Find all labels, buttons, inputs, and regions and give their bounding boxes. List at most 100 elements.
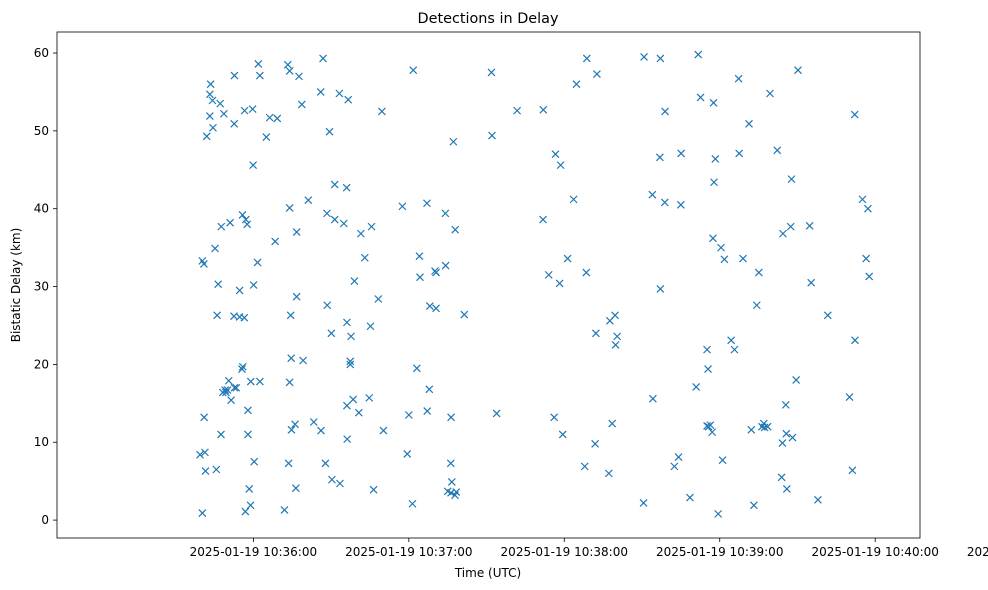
data-point	[205, 112, 214, 120]
data-point	[640, 52, 649, 61]
data-point	[346, 360, 355, 369]
data-point	[779, 229, 787, 238]
data-point	[613, 332, 622, 341]
data-point	[230, 71, 239, 80]
data-point	[255, 377, 264, 386]
data-point	[788, 433, 797, 442]
data-point	[211, 244, 219, 253]
data-point	[487, 68, 496, 77]
data-point	[488, 131, 496, 140]
data-point	[284, 459, 293, 468]
data-point	[198, 509, 207, 518]
data-point	[593, 70, 601, 78]
data-point	[710, 178, 718, 187]
data-point	[792, 376, 801, 384]
data-point	[425, 385, 434, 394]
x-tick-label: 2025-01-19 10:36:00	[190, 545, 317, 559]
data-point	[730, 345, 739, 354]
data-point	[694, 50, 703, 59]
data-point	[563, 254, 572, 263]
data-point	[319, 54, 328, 63]
data-point	[709, 234, 717, 243]
data-point	[582, 54, 591, 63]
data-point	[199, 260, 208, 268]
data-point	[230, 383, 239, 392]
data-point	[245, 485, 254, 493]
data-point	[492, 409, 501, 418]
data-point	[572, 80, 581, 89]
data-point	[752, 301, 761, 310]
data-point	[656, 284, 665, 293]
data-point	[283, 60, 292, 69]
data-point	[569, 195, 578, 204]
data-point	[423, 407, 432, 416]
data-point	[201, 448, 209, 457]
data-point	[550, 413, 559, 422]
data-point	[704, 365, 712, 373]
data-point	[656, 54, 665, 63]
data-point	[539, 215, 547, 224]
data-point	[848, 466, 857, 475]
data-point	[851, 336, 859, 345]
x-axis: 2025-01-19 10:36:00 2025-01-19 10:37:00 20…	[190, 538, 988, 559]
data-point	[285, 66, 294, 75]
data-point	[271, 237, 280, 246]
data-point	[287, 425, 296, 434]
data-point	[241, 215, 250, 224]
data-point	[787, 175, 796, 184]
data-point	[661, 107, 669, 116]
y-tick-label: 30	[34, 280, 49, 294]
data-point	[327, 475, 336, 484]
data-point	[286, 311, 295, 320]
data-point	[299, 356, 308, 365]
data-point	[432, 268, 440, 277]
y-tick-label: 60	[34, 46, 49, 60]
data-point	[660, 198, 669, 207]
data-point	[238, 365, 246, 373]
data-point	[325, 127, 334, 136]
data-point	[696, 93, 705, 102]
data-point	[692, 383, 701, 391]
data-point	[243, 220, 252, 229]
data-point	[344, 95, 353, 104]
data-point	[670, 462, 679, 471]
data-point	[291, 420, 300, 429]
data-point	[823, 311, 832, 320]
data-point	[249, 281, 258, 289]
y-tick-label: 0	[41, 513, 49, 527]
data-point	[754, 268, 763, 277]
data-point	[734, 74, 743, 83]
plot-frame	[56, 31, 921, 539]
data-point	[416, 273, 424, 282]
data-point	[452, 488, 461, 496]
data-point	[213, 311, 222, 320]
data-point	[441, 209, 450, 218]
x-tick-label: 2025-01-19 10:38:00	[501, 545, 628, 559]
data-point	[714, 509, 723, 518]
data-point	[196, 450, 204, 459]
data-point	[349, 395, 358, 404]
data-point	[446, 459, 455, 468]
data-point	[230, 119, 239, 128]
data-point	[323, 209, 331, 218]
data-point	[212, 465, 221, 474]
data-point	[249, 161, 258, 170]
data-point	[265, 113, 274, 122]
data-point	[200, 413, 209, 422]
data-point	[611, 311, 619, 320]
data-point	[447, 478, 456, 486]
data-point	[374, 295, 383, 303]
data-point	[398, 202, 407, 211]
data-point	[309, 418, 318, 426]
data-point	[244, 430, 252, 439]
data-point	[297, 100, 306, 109]
data-point	[223, 386, 232, 395]
data-point	[558, 430, 567, 439]
data-point	[711, 154, 720, 163]
data-point	[241, 507, 250, 516]
data-point	[447, 413, 455, 422]
data-point	[255, 71, 264, 80]
data-point	[706, 421, 715, 430]
data-point	[556, 161, 565, 170]
data-point	[240, 106, 249, 115]
